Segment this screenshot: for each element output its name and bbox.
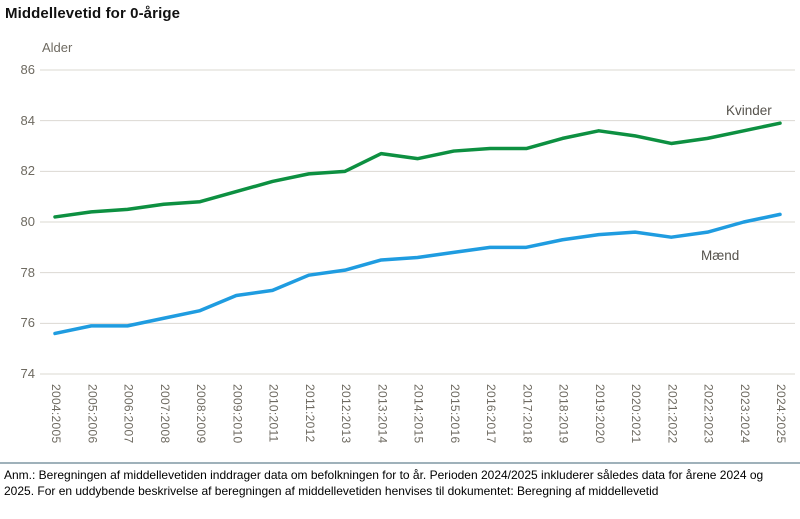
series-label-maend: Mænd bbox=[701, 248, 740, 263]
x-tick-label: 2024:2025 bbox=[774, 384, 788, 444]
x-tick-label: 2010:2011 bbox=[266, 384, 281, 443]
y-tick-label: 76 bbox=[20, 315, 35, 331]
x-tick-label: 2022:2023 bbox=[701, 384, 716, 444]
x-tick-label: 2015:2016 bbox=[447, 384, 462, 444]
footer-divider bbox=[0, 462, 800, 464]
y-tick-label: 74 bbox=[20, 365, 35, 381]
kvinder-line bbox=[53, 121, 782, 219]
x-tick-label: 2006:2007 bbox=[121, 384, 136, 444]
x-tick-label: 2009:2010 bbox=[230, 384, 245, 444]
y-tick-label: 82 bbox=[20, 163, 35, 179]
footnote: Anm.: Beregningen af middellevetiden ind… bbox=[4, 468, 764, 499]
y-tick-label: 78 bbox=[20, 264, 35, 280]
x-tick-label: 2019:2020 bbox=[592, 384, 607, 444]
y-tick-label: 80 bbox=[20, 213, 35, 229]
x-tick-label: 2023:2024 bbox=[737, 384, 752, 444]
x-tick-label: 2020:2021 bbox=[629, 384, 643, 444]
chart-title: Middellevetid for 0-årige bbox=[5, 5, 181, 22]
maend-line bbox=[53, 212, 782, 336]
y-tick-label: 86 bbox=[20, 62, 35, 77]
x-tick-label: 2021:2022 bbox=[665, 384, 680, 444]
x-tick-label: 2005:2006 bbox=[85, 384, 100, 444]
x-tick-label: 2016:2017 bbox=[484, 384, 498, 444]
x-tick-label: 2004:2005 bbox=[49, 384, 63, 444]
y-tick-label: 84 bbox=[20, 112, 35, 128]
x-tick-label: 2017:2018 bbox=[520, 384, 535, 444]
x-tick-label: 2012:2013 bbox=[339, 384, 353, 444]
x-tick-label: 2007:2008 bbox=[157, 384, 172, 444]
y-axis-title: Alder bbox=[42, 40, 73, 55]
line-chart-canvas bbox=[40, 69, 795, 375]
x-tick-label: 2011:2012 bbox=[302, 384, 317, 443]
x-tick-label: 2014:2015 bbox=[411, 384, 426, 444]
x-tick-label: 2018:2019 bbox=[556, 384, 571, 444]
x-tick-label: 2013:2014 bbox=[375, 384, 390, 444]
x-tick-label: 2008:2009 bbox=[194, 384, 208, 444]
series-label-kvinder: Kvinder bbox=[726, 103, 772, 118]
